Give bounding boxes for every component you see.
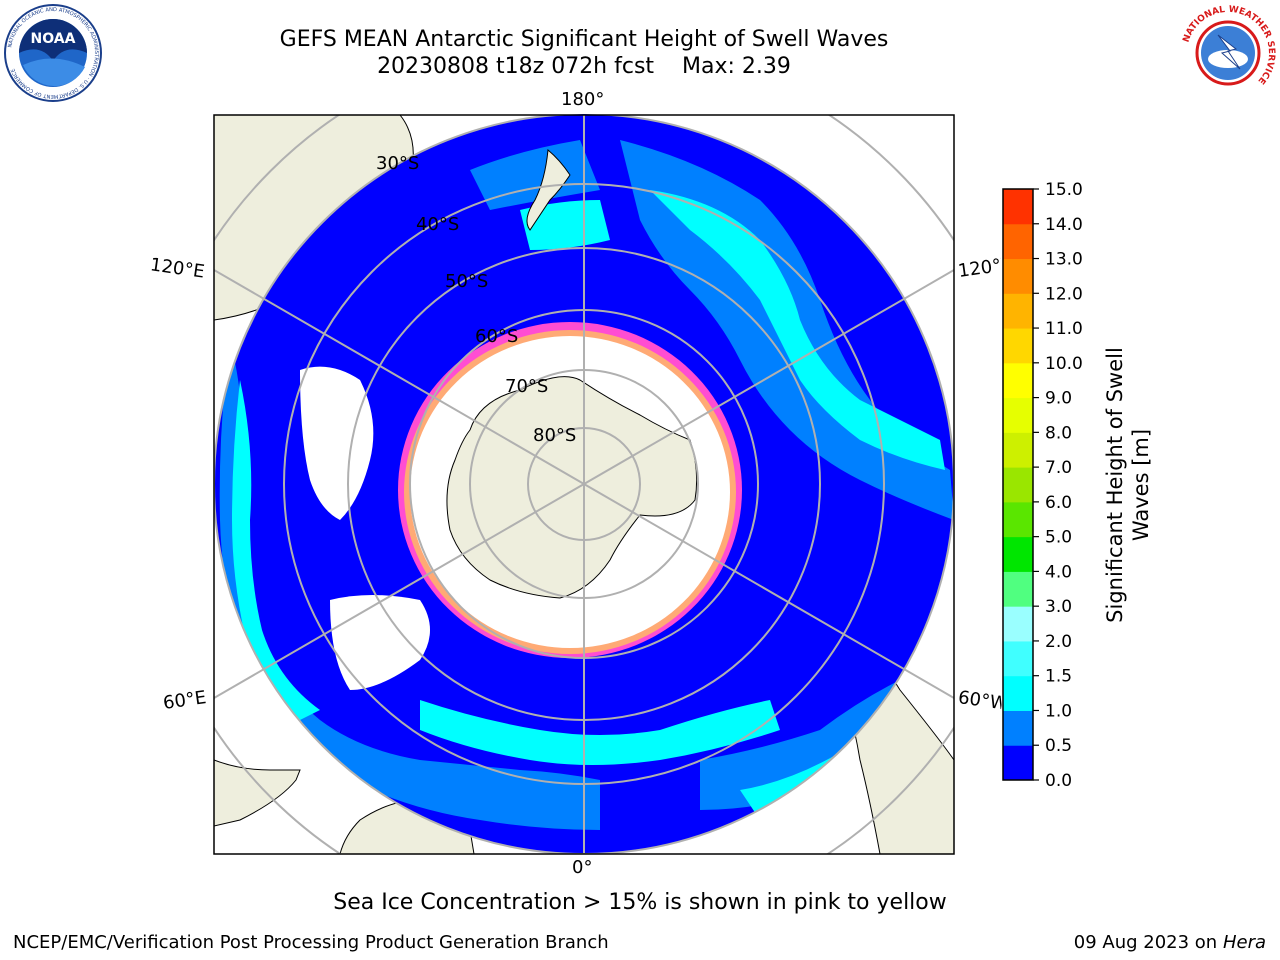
- lat-label-70s: 70°S: [505, 376, 549, 397]
- colorbar-tick-label: 1.5: [1045, 667, 1072, 687]
- colorbar-tick-label: 8.0: [1045, 423, 1072, 443]
- colorbar-tick-label: 0.5: [1045, 736, 1072, 756]
- colorbar-segment: [1003, 432, 1033, 468]
- colorbar-tick-label: 6.0: [1045, 493, 1072, 513]
- colorbar-title: Significant Height of Swell Waves [m]: [1103, 347, 1153, 623]
- graticule: [214, 115, 954, 854]
- colorbar-segment: [1003, 745, 1033, 781]
- colorbar-tick-label: 2.0: [1045, 632, 1072, 652]
- colorbar-segment: [1003, 328, 1033, 364]
- colorbar-segment: [1003, 362, 1033, 399]
- footer-host: Hera: [1222, 932, 1266, 953]
- colorbar-tick-label: 4.0: [1045, 562, 1072, 582]
- colorbar-segment: [1003, 293, 1033, 329]
- colorbar-ticks: 0.0 0.5 1.0 1.5 2.0 3.0 4.0 5.0 6.0 7.0 8.0 9.0 10.0…: [1033, 180, 1083, 791]
- colorbar-segment: [1003, 606, 1033, 642]
- lon-label-0: 0°: [572, 857, 593, 878]
- noaa-logo-text: NOAA: [31, 31, 76, 47]
- colorbar-segments: [1003, 189, 1033, 781]
- lat-label-40s: 40°S: [416, 214, 460, 235]
- sea-ice-caption: Sea Ice Concentration > 15% is shown in …: [333, 890, 947, 915]
- chart-subtitle: 20230808 t18z 072h fcst Max: 2.39: [0, 54, 1168, 80]
- colorbar-tick-label: 11.0: [1045, 319, 1083, 339]
- new-zealand: [526, 149, 571, 231]
- footer-date: 09 Aug 2023 on Hera: [1074, 932, 1266, 953]
- colorbar-tick-label: 0.0: [1045, 771, 1072, 791]
- colorbar-tick-label: 10.0: [1045, 354, 1083, 374]
- max-value: Max: 2.39: [682, 54, 791, 79]
- lon-label-180: 180°: [561, 89, 605, 110]
- colorbar-tick-label: 15.0: [1045, 180, 1083, 200]
- colorbar: 0.0 0.5 1.0 1.5 2.0 3.0 4.0 5.0 6.0 7.0 8.0 9.0 10.0…: [1002, 180, 1083, 791]
- colorbar-segment: [1003, 189, 1033, 225]
- colorbar-tick-label: 9.0: [1045, 389, 1072, 409]
- colorbar-segment: [1003, 710, 1033, 746]
- lat-label-30s: 30°S: [376, 153, 420, 174]
- colorbar-segment: [1003, 501, 1033, 538]
- colorbar-tick-label: 7.0: [1045, 458, 1072, 478]
- colorbar-segment: [1003, 397, 1033, 433]
- colorbar-tick-label: 1.0: [1045, 701, 1072, 721]
- nws-logo: NATIONAL WEATHER SERVICE: [1181, 5, 1276, 100]
- lat-label-60s: 60°S: [475, 326, 519, 347]
- noaa-logo: NOAA NATIONAL OCEANIC AND ATMOSPHERIC AD…: [4, 4, 102, 102]
- colorbar-frame: [1002, 188, 1034, 781]
- antarctica: [446, 376, 698, 599]
- colorbar-segment: [1003, 258, 1033, 294]
- colorbar-segment: [1003, 536, 1033, 572]
- colorbar-tick-label: 12.0: [1045, 284, 1083, 304]
- colorbar-segment: [1003, 571, 1033, 607]
- colorbar-tick-label: 3.0: [1045, 597, 1072, 617]
- swell-field: [214, 114, 954, 854]
- colorbar-segment: [1003, 223, 1033, 260]
- forecast-time: 20230808 t18z 072h fcst: [377, 54, 655, 79]
- colorbar-tick-label: 13.0: [1045, 250, 1083, 270]
- chart-title: GEFS MEAN Antarctic Significant Height o…: [279, 27, 889, 52]
- lat-label-50s: 50°S: [445, 271, 489, 292]
- colorbar-segment: [1003, 640, 1033, 677]
- colorbar-segment: [1003, 467, 1033, 503]
- colorbar-tick-label: 5.0: [1045, 528, 1072, 548]
- footer-date-text: 09 Aug 2023 on: [1073, 932, 1218, 953]
- footer-credit: NCEP/EMC/Verification Post Processing Pr…: [13, 932, 609, 953]
- colorbar-tick-label: 14.0: [1045, 215, 1083, 235]
- lat-label-80s: 80°S: [533, 425, 577, 446]
- map-frame: [213, 114, 955, 855]
- colorbar-segment: [1003, 675, 1033, 711]
